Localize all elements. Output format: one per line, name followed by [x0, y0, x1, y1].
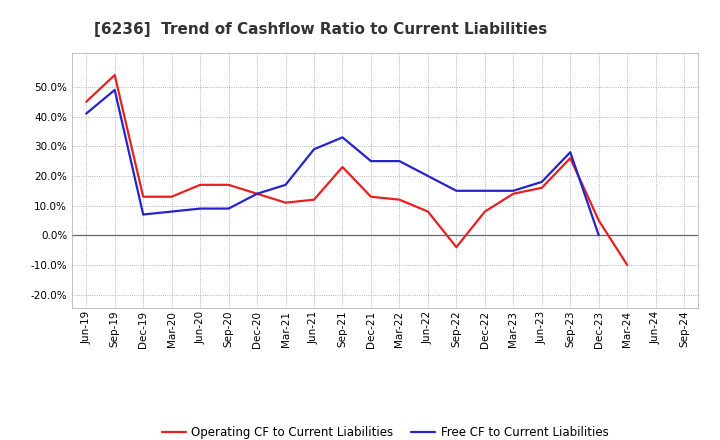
Free CF to Current Liabilities [338, 135, 347, 140]
Free CF to Current Liabilities [282, 182, 290, 187]
Text: [6236]  Trend of Cashflow Ratio to Current Liabilities: [6236] Trend of Cashflow Ratio to Curren… [94, 22, 547, 37]
Operating CF to Current Liabilities [480, 209, 489, 214]
Operating CF to Current Liabilities [253, 191, 261, 196]
Operating CF to Current Liabilities [452, 245, 461, 250]
Line: Free CF to Current Liabilities: Free CF to Current Liabilities [86, 90, 599, 235]
Operating CF to Current Liabilities [423, 209, 432, 214]
Operating CF to Current Liabilities [196, 182, 204, 187]
Free CF to Current Liabilities [310, 147, 318, 152]
Free CF to Current Liabilities [82, 111, 91, 116]
Operating CF to Current Liabilities [282, 200, 290, 205]
Free CF to Current Liabilities [139, 212, 148, 217]
Operating CF to Current Liabilities [566, 155, 575, 161]
Operating CF to Current Liabilities [110, 73, 119, 78]
Operating CF to Current Liabilities [395, 197, 404, 202]
Operating CF to Current Liabilities [167, 194, 176, 199]
Free CF to Current Liabilities [196, 206, 204, 211]
Operating CF to Current Liabilities [623, 262, 631, 268]
Free CF to Current Liabilities [423, 173, 432, 179]
Free CF to Current Liabilities [595, 233, 603, 238]
Operating CF to Current Liabilities [595, 218, 603, 223]
Free CF to Current Liabilities [366, 158, 375, 164]
Operating CF to Current Liabilities [310, 197, 318, 202]
Operating CF to Current Liabilities [225, 182, 233, 187]
Free CF to Current Liabilities [110, 87, 119, 92]
Legend: Operating CF to Current Liabilities, Free CF to Current Liabilities: Operating CF to Current Liabilities, Fre… [157, 421, 613, 440]
Operating CF to Current Liabilities [82, 99, 91, 104]
Free CF to Current Liabilities [480, 188, 489, 194]
Free CF to Current Liabilities [509, 188, 518, 194]
Operating CF to Current Liabilities [509, 191, 518, 196]
Free CF to Current Liabilities [537, 179, 546, 184]
Operating CF to Current Liabilities [537, 185, 546, 191]
Operating CF to Current Liabilities [366, 194, 375, 199]
Operating CF to Current Liabilities [139, 194, 148, 199]
Free CF to Current Liabilities [452, 188, 461, 194]
Operating CF to Current Liabilities [338, 165, 347, 170]
Free CF to Current Liabilities [225, 206, 233, 211]
Line: Operating CF to Current Liabilities: Operating CF to Current Liabilities [86, 75, 627, 265]
Free CF to Current Liabilities [167, 209, 176, 214]
Free CF to Current Liabilities [253, 191, 261, 196]
Free CF to Current Liabilities [395, 158, 404, 164]
Free CF to Current Liabilities [566, 150, 575, 155]
